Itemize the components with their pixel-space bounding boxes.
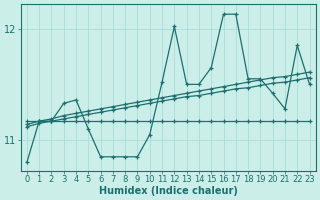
X-axis label: Humidex (Indice chaleur): Humidex (Indice chaleur): [99, 186, 238, 196]
